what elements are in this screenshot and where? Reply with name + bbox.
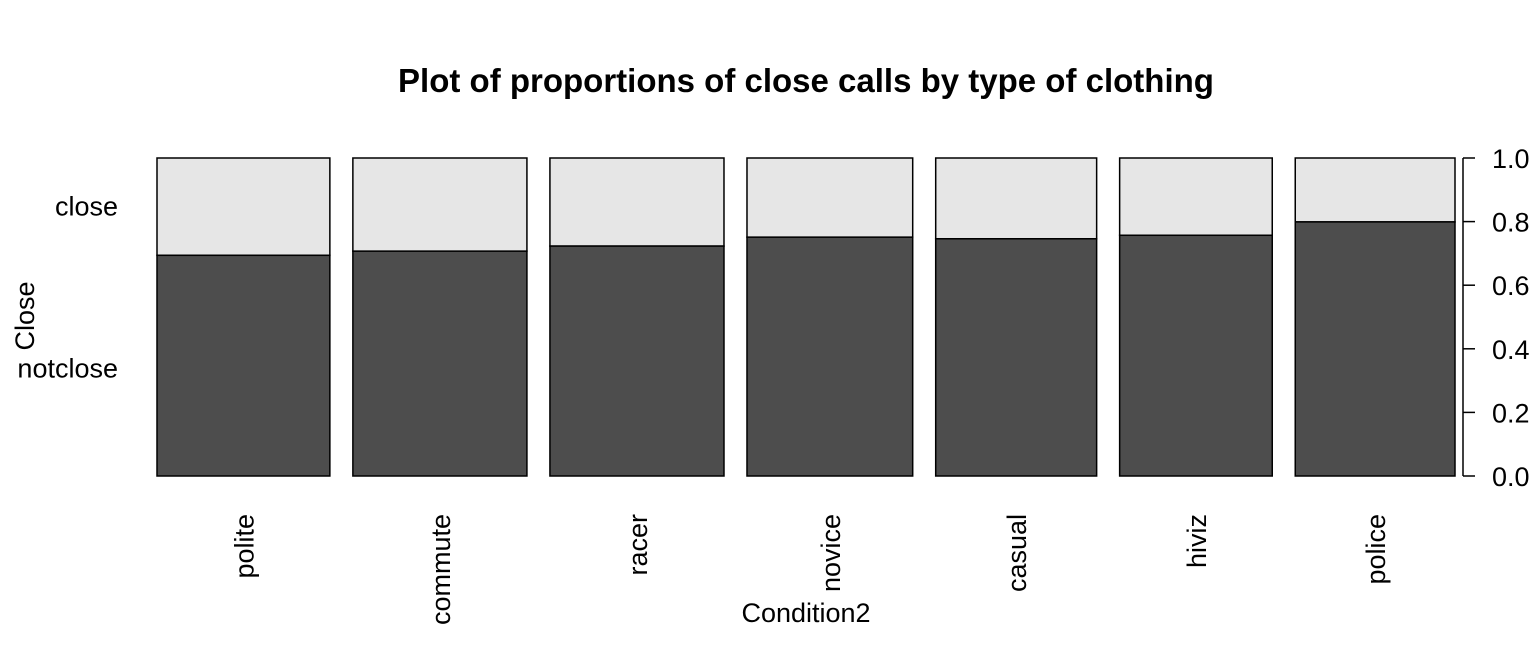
left-label-notclose: notclose	[17, 354, 118, 384]
bar-police-notclose	[1294, 221, 1456, 477]
bars-group	[156, 157, 1456, 477]
bar-hiviz-close	[1118, 157, 1273, 237]
bar-casual-close	[934, 157, 1098, 240]
x-tick-label-polite: polite	[229, 514, 259, 579]
bar-commute-notclose	[352, 250, 528, 477]
y-tick-label-0.8: 0.8	[1492, 208, 1530, 238]
y-tick-label-0.0: 0.0	[1492, 462, 1530, 492]
x-axis-label: Condition2	[741, 598, 870, 628]
y-axis-label: Close	[10, 281, 40, 350]
y-tick-label-0.4: 0.4	[1492, 335, 1530, 365]
x-tick-label-hiviz: hiviz	[1182, 514, 1212, 568]
bar-police-close	[1294, 157, 1456, 223]
bar-novice-notclose	[746, 236, 914, 477]
x-tick-labels: polite commute racer novice casual hiviz polic…	[229, 514, 1391, 625]
x-tick-label-racer: racer	[623, 514, 653, 576]
left-category-labels: notclose close	[17, 192, 118, 384]
bar-racer-close	[549, 157, 725, 247]
y-tick-label-0.6: 0.6	[1492, 271, 1530, 301]
bar-racer-notclose	[549, 245, 725, 477]
left-label-close: close	[55, 192, 118, 222]
bar-hiviz-notclose	[1118, 234, 1273, 477]
chart-title: Plot of proportions of close calls by ty…	[398, 62, 1214, 99]
x-tick-label-casual: casual	[1002, 514, 1032, 592]
bar-polite-close	[156, 157, 331, 257]
x-tick-label-commute: commute	[426, 514, 456, 625]
y-axis-right: 0.0 0.2 0.4 0.6 0.8 1.0	[1462, 144, 1530, 492]
bar-polite-notclose	[156, 254, 331, 477]
y-tick-label-1.0: 1.0	[1492, 144, 1530, 174]
bar-commute-close	[352, 157, 528, 252]
bar-casual-notclose	[934, 238, 1098, 477]
y-tick-label-0.2: 0.2	[1492, 398, 1530, 428]
bar-novice-close	[746, 157, 914, 238]
x-tick-label-police: police	[1361, 514, 1391, 585]
x-tick-label-novice: novice	[816, 514, 846, 592]
